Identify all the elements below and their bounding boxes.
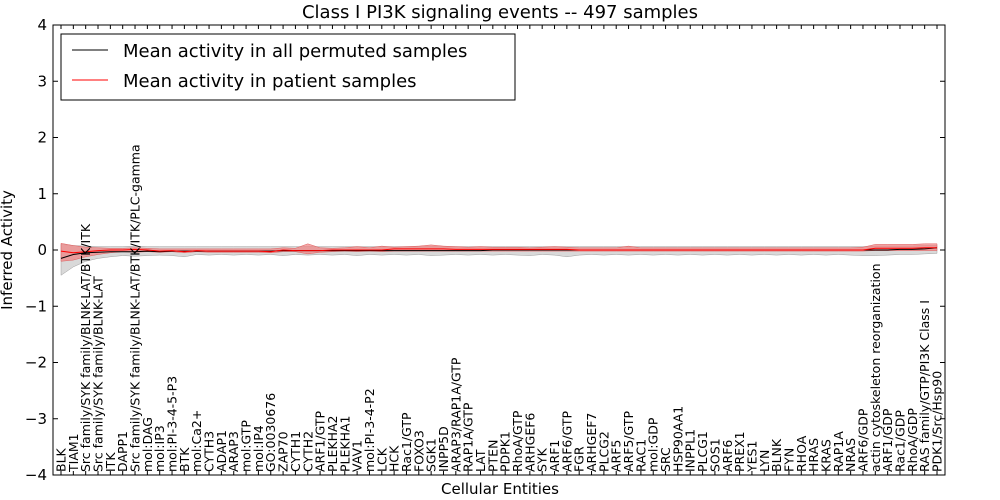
x-tick-label: FOXO3 bbox=[411, 430, 426, 472]
x-tick-label: mol:GDP bbox=[646, 417, 661, 472]
x-tick-label: RhoA/GDP bbox=[905, 408, 920, 472]
y-tick-label: 3 bbox=[37, 72, 47, 90]
y-tick-label: −2 bbox=[25, 354, 47, 372]
x-tick-label: ARF1/GDP bbox=[880, 408, 895, 472]
y-tick-label: −4 bbox=[25, 466, 47, 484]
legend-label-patient: Mean activity in patient samples bbox=[123, 71, 417, 92]
y-tick-label: 2 bbox=[37, 129, 47, 147]
x-tick-label: BLK bbox=[54, 447, 69, 472]
x-tick-label: SOS1 bbox=[707, 438, 722, 472]
x-tick-label: ITK bbox=[103, 452, 118, 472]
x-tick-label: BTK bbox=[177, 447, 192, 472]
x-tick-label: PDK1/Src/Hsp90 bbox=[930, 371, 945, 472]
x-tick-label: CYTH2 bbox=[300, 431, 315, 472]
x-tick-label: mol:DAG bbox=[140, 417, 155, 472]
x-tick-label: LYN bbox=[757, 450, 772, 472]
x-tick-label: ARF5 bbox=[609, 440, 624, 472]
x-tick-label: CYTH1 bbox=[288, 431, 303, 472]
x-tick-label: SRC bbox=[658, 447, 673, 472]
y-tick-label: 0 bbox=[37, 241, 47, 259]
x-tick-label: ADAP1 bbox=[214, 430, 229, 472]
x-tick-label: YES1 bbox=[744, 441, 759, 473]
legend-label-permuted: Mean activity in all permuted samples bbox=[123, 41, 467, 62]
x-tick-label: ARF6/GTP bbox=[559, 411, 574, 472]
x-tick-label: ARF1 bbox=[547, 440, 562, 472]
x-tick-label: mol:IP3 bbox=[152, 425, 167, 472]
legend: Mean activity in all permuted samples Me… bbox=[60, 33, 516, 101]
x-tick-label: ZAP70 bbox=[276, 431, 291, 472]
x-tick-label: VAV1 bbox=[350, 440, 365, 472]
x-tick-label: RAP1A bbox=[831, 431, 846, 472]
x-tick-label: mol:GTP bbox=[239, 420, 254, 472]
x-tick-label: RAP1A/GTP bbox=[461, 402, 476, 472]
x-tick-label: ARHGEF7 bbox=[584, 413, 599, 472]
x-tick-label: BLNK bbox=[769, 438, 784, 472]
y-tick-label: 4 bbox=[37, 16, 47, 34]
x-tick-label: ARF5/GTP bbox=[621, 411, 636, 472]
x-tick-label: Src family/SYK family/BLNK-LAT bbox=[91, 276, 106, 472]
x-tick-label: mol:PI-3-4-P2 bbox=[362, 388, 377, 472]
x-tick-label: ARF6 bbox=[720, 440, 735, 472]
y-tick-label: −1 bbox=[25, 297, 47, 315]
x-tick-label: mol:IP4 bbox=[251, 425, 266, 472]
x-tick-label: SYK bbox=[535, 447, 550, 472]
x-tick-label: HSP90AA1 bbox=[670, 406, 685, 472]
x-tick-label: PTEN bbox=[485, 440, 500, 472]
x-tick-label: FYN bbox=[781, 448, 796, 472]
chart-title: Class I PI3K signaling events -- 497 sam… bbox=[302, 2, 698, 23]
x-tick-label: Rac1/GTP bbox=[399, 412, 414, 472]
x-tick-label: INPP5D bbox=[436, 426, 451, 472]
patient-line bbox=[60, 247, 937, 254]
x-tick-label: ARAP3 bbox=[226, 431, 241, 472]
x-tick-label: KRAS bbox=[819, 439, 834, 472]
x-tick-label: PLEKHA2 bbox=[325, 415, 340, 472]
x-tick-label: PLCG2 bbox=[596, 431, 611, 472]
x-tick-label: RHOA bbox=[794, 435, 809, 472]
x-tick-label: NRAS bbox=[843, 438, 858, 472]
x-axis-label: Cellular Entities bbox=[441, 480, 559, 498]
x-tick-label: RhoA/GTP bbox=[510, 410, 525, 472]
x-tick-label: ARF1/GTP bbox=[313, 411, 328, 472]
x-tick-label: CYTH3 bbox=[202, 431, 217, 472]
x-tick-label: PLEKHA1 bbox=[337, 415, 352, 472]
x-tick-label: TIAM1 bbox=[66, 433, 81, 473]
x-tick-label: mol:Ca2+ bbox=[189, 410, 204, 472]
x-tick-label: mol:PI-3-4-5-P3 bbox=[165, 376, 180, 472]
x-tick-label: LAT bbox=[473, 449, 488, 472]
x-tick-label: HCK bbox=[387, 445, 402, 472]
x-tick-label: GO:0030676 bbox=[263, 393, 278, 472]
x-tick-label: RAC1 bbox=[633, 439, 648, 472]
x-tick-label: ARAP3/RAP1A/GTP bbox=[448, 357, 463, 472]
x-tick-label: ARHGEF6 bbox=[522, 413, 537, 472]
x-tick-label: FGR bbox=[572, 446, 587, 472]
legend-box bbox=[60, 33, 516, 101]
x-tick-label: Rac1/GDP bbox=[893, 410, 908, 472]
x-tick-label: INPPL1 bbox=[683, 429, 698, 472]
x-tick-label: HRAS bbox=[806, 438, 821, 472]
y-tick-label: 1 bbox=[37, 185, 47, 203]
x-tick-label: Src family/SYK family/BLNK-LAT/BTK/ITK bbox=[78, 223, 93, 472]
x-tick-label: LCK bbox=[374, 447, 389, 472]
x-tick-label: ARF6/GDP bbox=[856, 408, 871, 472]
x-tick-label: PLCG1 bbox=[695, 431, 710, 472]
x-tick-label: PREX1 bbox=[732, 431, 747, 472]
x-tick-label: PDPK1 bbox=[498, 431, 513, 472]
x-tick-label: actin cytoskeleton reorganization bbox=[868, 263, 883, 472]
y-axis-label: Inferred Activity bbox=[0, 190, 16, 310]
x-tick-label: RAS family/GTP/PI3K Class I bbox=[917, 300, 932, 472]
x-tick-label: DAPP1 bbox=[115, 431, 130, 472]
x-tick-label: Src family/SYK family/BLNK-LAT/BTK/ITK/P… bbox=[128, 144, 143, 472]
x-tick-label: SGK1 bbox=[424, 438, 439, 472]
y-tick-label: −3 bbox=[25, 410, 47, 428]
